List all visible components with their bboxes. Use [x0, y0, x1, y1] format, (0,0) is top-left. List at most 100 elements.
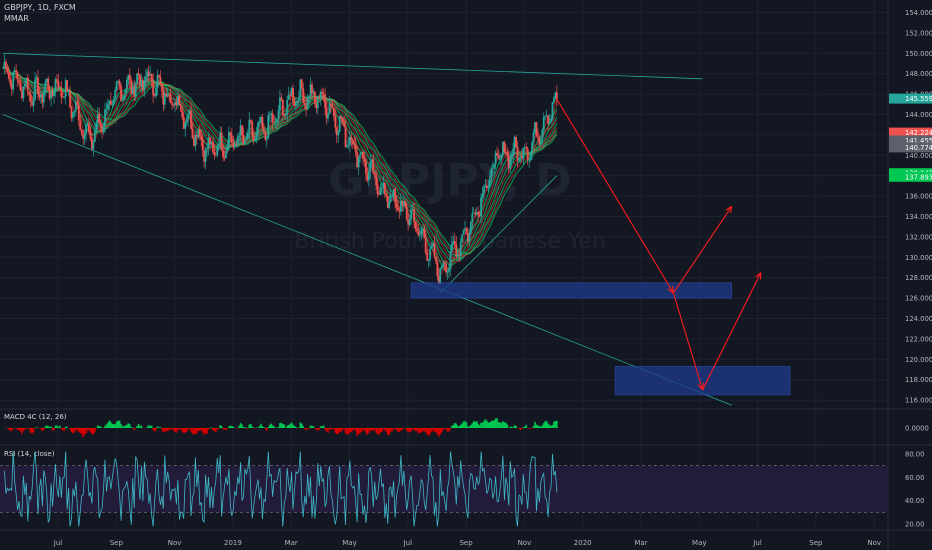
price-label-text: 137.893 — [905, 173, 932, 181]
macd-bar — [54, 425, 57, 428]
macd-bar — [505, 422, 507, 428]
macd-bar — [260, 423, 262, 428]
time-tick-label: 2019 — [224, 539, 242, 547]
candle-body — [168, 93, 171, 95]
candle-body — [491, 167, 494, 169]
macd-bar — [158, 427, 160, 428]
macd-bar — [117, 420, 119, 428]
macd-bar — [318, 428, 321, 430]
macd-bar — [79, 428, 82, 434]
candle-body — [112, 99, 115, 105]
candle-body — [152, 81, 155, 96]
macd-bar — [73, 428, 76, 433]
macd-bar — [159, 427, 162, 428]
candle-body — [305, 104, 308, 110]
price-tick-label: 124.000 — [905, 315, 932, 323]
candle-body — [295, 102, 297, 106]
candle-body — [149, 74, 152, 76]
candle-body — [513, 137, 516, 149]
candle-body — [290, 88, 293, 96]
projection-arrow-arrowhead — [667, 285, 674, 294]
candle-body — [128, 74, 131, 80]
candle-body — [418, 234, 421, 236]
candle-body — [254, 139, 257, 141]
time-tick-label: Jul — [53, 539, 63, 547]
macd-bar — [198, 428, 201, 431]
macd-bar — [442, 428, 444, 430]
price-tick-label: 120.000 — [905, 356, 932, 364]
candle-body — [503, 141, 506, 153]
macd-bar — [266, 428, 268, 431]
macd-bar — [426, 428, 428, 435]
candle-body — [314, 92, 316, 104]
candle-body — [452, 241, 455, 244]
candle-body — [472, 212, 475, 214]
macd-bar — [512, 427, 514, 428]
macd-bar — [172, 428, 175, 431]
candle-body — [63, 96, 66, 98]
macd-bar — [299, 422, 302, 428]
candle-body — [260, 117, 262, 123]
macd-bar — [328, 428, 331, 430]
macd-bar — [76, 428, 79, 431]
candle-body — [226, 146, 229, 152]
macd-bar — [410, 428, 412, 432]
macd-bar — [207, 428, 210, 430]
time-tick-label: Nov — [518, 539, 532, 547]
macd-bar — [248, 424, 251, 428]
macd-bar — [91, 428, 93, 435]
candle-body — [362, 151, 364, 159]
mmar-line — [2, 64, 558, 264]
macd-bar — [251, 426, 254, 428]
candle-body — [507, 155, 510, 169]
macd-bar — [477, 423, 479, 428]
candle-body — [539, 139, 542, 145]
candle-body — [93, 131, 96, 143]
macd-bar — [108, 420, 111, 428]
candle-body — [445, 264, 447, 273]
candle-body — [174, 102, 176, 105]
candle-body — [327, 114, 329, 119]
candle-body — [216, 145, 219, 156]
macd-bar — [18, 428, 20, 431]
candle-body — [480, 197, 482, 217]
candle-body — [211, 141, 214, 152]
macd-bar — [529, 428, 532, 429]
macd-bar — [287, 425, 290, 428]
candle-body — [341, 118, 344, 122]
time-tick-label: May — [342, 539, 356, 547]
candle-body — [289, 94, 292, 96]
candle-body — [95, 122, 98, 132]
candle-body — [343, 121, 345, 127]
candle-body — [465, 228, 468, 234]
price-tick-label: 136.000 — [905, 193, 932, 201]
time-tick-label: Nov — [168, 539, 182, 547]
macd-bar — [280, 422, 283, 428]
macd-bar — [556, 420, 558, 428]
macd-bar — [152, 428, 154, 430]
macd-bar — [277, 426, 280, 428]
candle-body — [64, 80, 67, 97]
candle-body — [273, 122, 275, 124]
candle-body — [427, 260, 430, 261]
macd-bar — [352, 428, 354, 431]
macd-bar — [372, 428, 375, 432]
candle-body — [458, 254, 461, 256]
candle-body — [332, 107, 335, 117]
candle-body — [369, 161, 372, 172]
macd-bar — [213, 428, 216, 431]
price-tick-label: 116.000 — [905, 397, 932, 405]
macd-bar — [223, 428, 226, 430]
candle-body — [187, 114, 190, 120]
macd-bar — [238, 425, 240, 428]
projection-arrow-segment — [556, 98, 674, 294]
candle-body — [77, 104, 80, 121]
candle-body — [439, 268, 442, 284]
macd-bar — [363, 428, 366, 431]
candle-body — [475, 212, 478, 215]
candle-body — [434, 256, 437, 262]
candle-body — [411, 209, 414, 210]
macd-bar — [510, 426, 513, 428]
macd-bar — [379, 428, 382, 433]
